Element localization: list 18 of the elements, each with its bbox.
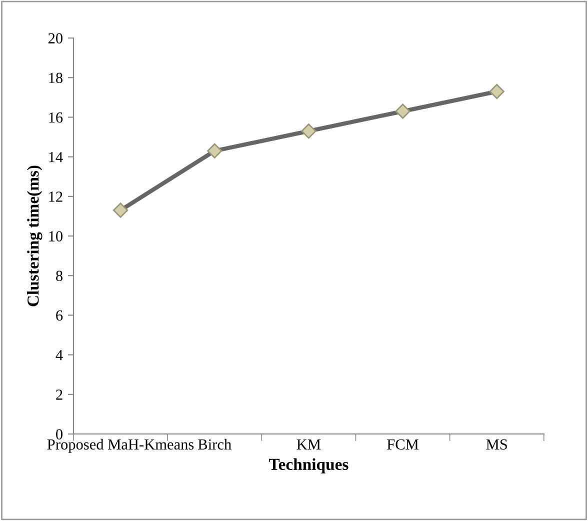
y-tick-label: 18	[49, 72, 62, 84]
y-tick-label: 0	[56, 429, 62, 440]
x-tick-label: KM	[296, 439, 321, 450]
y-tick-label: 10	[49, 231, 62, 242]
y-tick-label: 2	[56, 390, 62, 400]
y-tick-label: 6	[56, 310, 63, 321]
x-tick-label: FCM	[387, 439, 418, 450]
y-tick-label: 8	[56, 270, 62, 282]
y-tick-label: 16	[49, 112, 63, 123]
y-tick-label: 14	[49, 152, 63, 162]
x-axis-title: Techniques	[268, 458, 348, 474]
y-tick-label: 12	[49, 192, 62, 202]
x-tick-label: Proposed MaH-Kmeans	[47, 438, 194, 453]
x-tick-label: MS	[486, 439, 507, 450]
y-axis-title: Clustering time(ms)	[27, 166, 42, 306]
y-tick-label: 4	[56, 350, 63, 360]
x-tick-label: Birch	[198, 438, 232, 450]
y-tick-label: 20	[48, 33, 62, 44]
